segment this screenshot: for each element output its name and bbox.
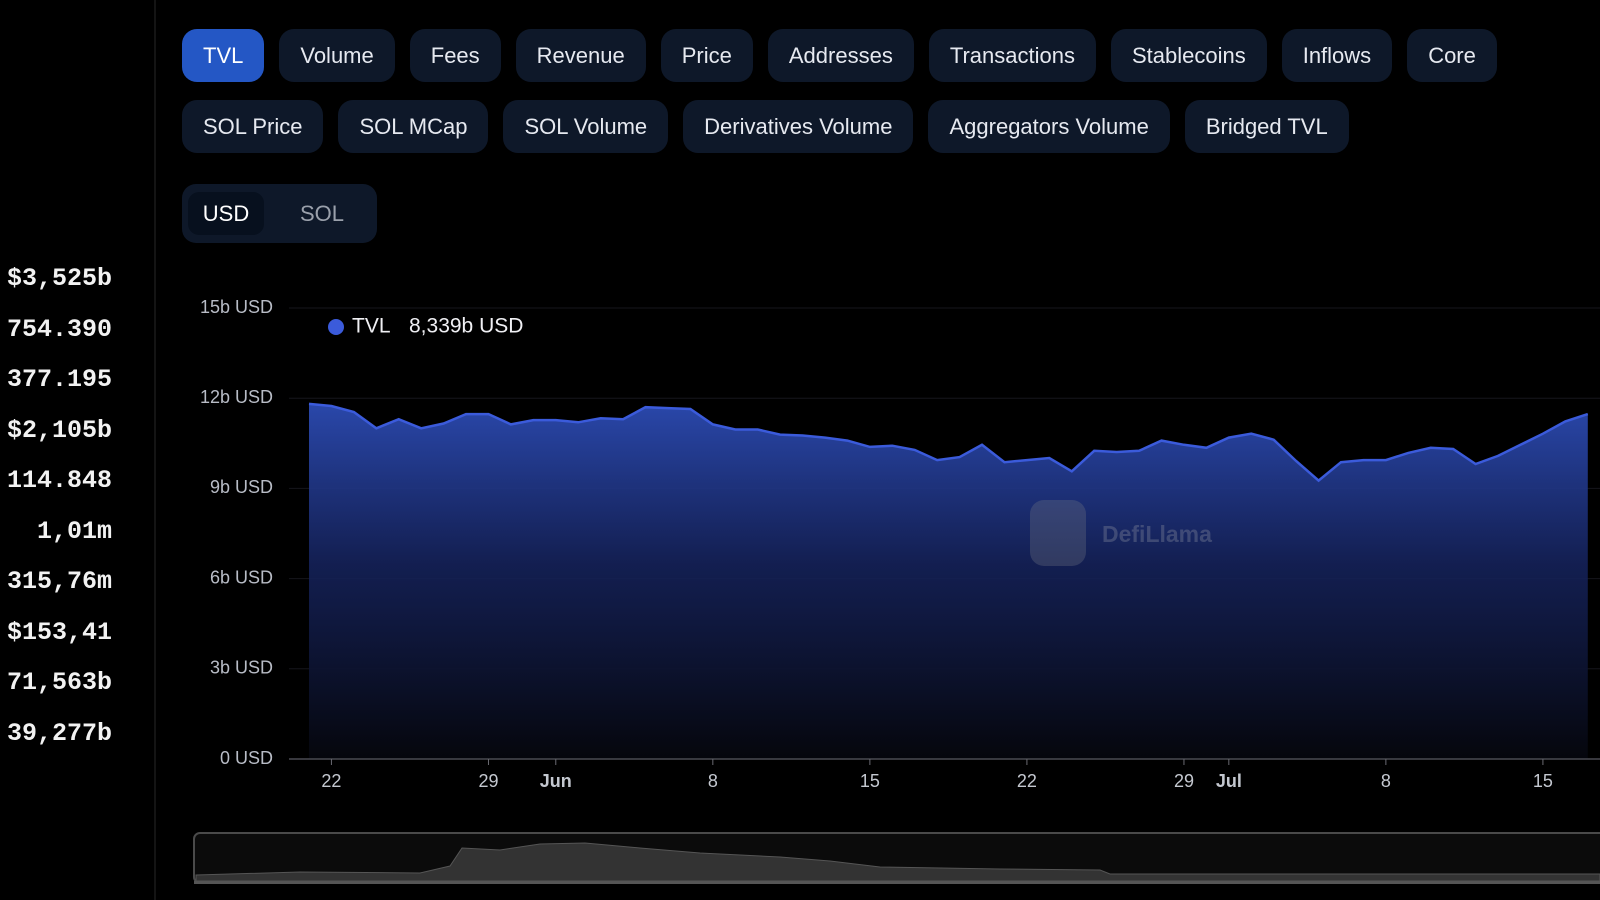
metric-tab[interactable]: Addresses bbox=[767, 29, 914, 82]
metric-tab[interactable]: Aggregators Volume bbox=[928, 100, 1170, 153]
currency-toggle: USD SOL bbox=[182, 184, 377, 243]
metric-tab[interactable]: Core bbox=[1407, 29, 1497, 82]
metric-tab[interactable]: SOL Volume bbox=[503, 100, 669, 153]
metric-tabs: SOL Price SOL MCap SOL Volume Derivatives V… bbox=[182, 100, 1349, 153]
y-tick-label: 6b USD bbox=[210, 567, 273, 587]
y-tick-label: 9b USD bbox=[210, 477, 273, 497]
metric-tab[interactable]: TVL bbox=[182, 29, 265, 82]
x-tick-label: 15 bbox=[860, 771, 880, 791]
divider bbox=[154, 0, 156, 900]
stat-value: $2,105b bbox=[6, 415, 112, 445]
area-line bbox=[308, 402, 1589, 483]
area-fill bbox=[309, 403, 1588, 759]
x-tick-label: 29 bbox=[478, 771, 498, 791]
x-tick-label: 8 bbox=[1381, 771, 1391, 791]
x-tick-label: 15 bbox=[1533, 771, 1553, 791]
watermark: DefiLlama bbox=[1030, 500, 1212, 566]
stat-value: 114.848 bbox=[6, 466, 112, 495]
metric-tab[interactable]: Price bbox=[660, 29, 753, 82]
stat-value: $3,525b bbox=[6, 264, 112, 293]
metric-tab[interactable]: Derivatives Volume bbox=[683, 100, 914, 153]
y-tick-label: 0 USD bbox=[220, 748, 273, 768]
y-tick-label: 12b USD bbox=[200, 387, 273, 407]
legend-value: 8,339b USD bbox=[409, 315, 523, 338]
legend-swatch bbox=[328, 319, 344, 335]
stats-column: $3,525b 754.390 377.195 $2,105b 114.848 1,01m… bbox=[0, 0, 112, 900]
x-tick-label: 29 bbox=[1174, 771, 1194, 791]
stat-value: 39,277b bbox=[6, 718, 112, 748]
navigator-preview bbox=[195, 842, 1600, 882]
x-tick-label: Jun bbox=[540, 771, 572, 791]
y-tick-label: 15b USD bbox=[200, 297, 273, 317]
stat-value: 754.390 bbox=[6, 314, 112, 344]
x-tick-label: 8 bbox=[708, 771, 718, 791]
stat-value: $153,41 bbox=[6, 617, 112, 647]
legend-name: TVL bbox=[352, 315, 391, 338]
toggle-option[interactable]: SOL bbox=[299, 201, 345, 226]
metric-tab[interactable]: Revenue bbox=[515, 29, 646, 82]
metric-tab[interactable]: Stablecoins bbox=[1110, 29, 1267, 82]
stat-value: 315,76m bbox=[6, 567, 112, 596]
x-tick-label: 22 bbox=[1017, 771, 1037, 791]
metric-tab[interactable]: Fees bbox=[409, 29, 501, 82]
navigator-handle[interactable] bbox=[194, 881, 1600, 884]
metric-tab[interactable]: SOL MCap bbox=[338, 100, 489, 153]
metric-tab[interactable]: Bridged TVL bbox=[1184, 100, 1349, 153]
toggle-option[interactable]: USD bbox=[188, 192, 264, 235]
watermark-text: DefiLlama bbox=[1102, 521, 1212, 547]
stat-value: 71,563b bbox=[6, 668, 112, 697]
metric-tabs: TVL Volume Fees Revenue Price Addresses Transa… bbox=[182, 29, 1497, 82]
y-tick-label: 3b USD bbox=[210, 658, 273, 678]
x-tick-label: Jul bbox=[1216, 771, 1242, 791]
metric-tab[interactable]: Transactions bbox=[928, 29, 1096, 82]
metric-tab[interactable]: Volume bbox=[279, 29, 395, 82]
metric-tab[interactable]: Inflows bbox=[1281, 29, 1393, 82]
x-tick-label: 22 bbox=[321, 771, 341, 791]
stat-value: 1,01m bbox=[36, 516, 112, 546]
metric-tab[interactable]: SOL Price bbox=[182, 100, 324, 153]
stat-value: 377.195 bbox=[6, 365, 112, 394]
